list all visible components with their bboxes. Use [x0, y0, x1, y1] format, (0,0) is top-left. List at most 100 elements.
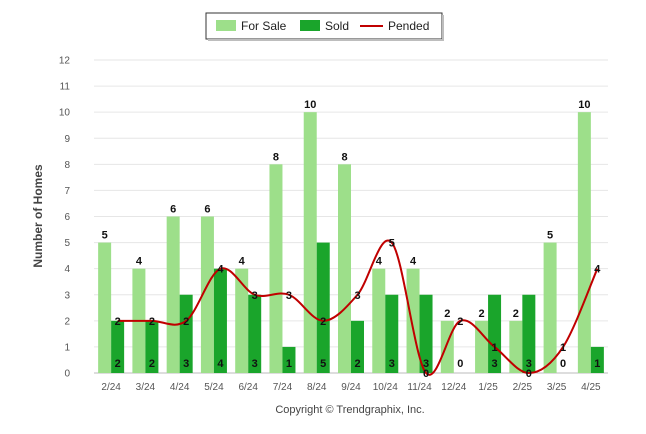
- bar-sold: [248, 294, 262, 373]
- data-label-for-sale: 2: [444, 308, 450, 320]
- data-label-sold: 3: [492, 358, 498, 370]
- data-label-pended: 5: [389, 238, 395, 250]
- data-label-sold: 0: [560, 358, 566, 370]
- y-tick-label: 6: [64, 212, 70, 223]
- data-label-pended: 4: [594, 264, 601, 276]
- bar-sold: [351, 320, 364, 373]
- bar-sold: [488, 294, 502, 373]
- data-label-for-sale: 4: [376, 256, 383, 268]
- data-label-pended: 0: [423, 368, 429, 380]
- bars: [98, 112, 604, 374]
- data-label-for-sale: 10: [304, 99, 316, 111]
- bar-sold: [419, 294, 433, 373]
- data-label-pended: 4: [217, 264, 224, 276]
- x-tick-label: 4/25: [581, 382, 601, 393]
- y-tick-label: 5: [64, 238, 70, 249]
- x-axis-ticks: 2/24 3/24 4/24 5/24 6/24 7/24 8/24 9/24 10/24 11/…: [101, 382, 601, 393]
- legend-label: Sold: [325, 19, 349, 33]
- data-label-sold: 5: [320, 358, 326, 370]
- data-label-pended: 1: [560, 342, 566, 354]
- bar-for-sale: [543, 242, 557, 373]
- data-label-sold: 3: [389, 358, 395, 370]
- data-label-sold: 1: [286, 358, 292, 370]
- bar-sold: [522, 294, 536, 373]
- data-label-for-sale: 8: [273, 151, 279, 163]
- y-tick-label: 7: [64, 186, 70, 197]
- bar-sold: [145, 320, 159, 373]
- y-axis-label: Number of Homes: [31, 164, 45, 268]
- bar-for-sale: [509, 320, 523, 373]
- data-label-pended: 2: [457, 316, 463, 328]
- data-label-for-sale: 2: [513, 308, 519, 320]
- legend-shadow: [442, 15, 444, 41]
- y-tick-label: 3: [64, 290, 70, 301]
- data-labels: 5224226326444338131052823435430202231230…: [102, 99, 602, 380]
- x-tick-label: 9/24: [341, 382, 361, 393]
- x-tick-label: 10/24: [373, 382, 398, 393]
- bar-for-sale: [338, 164, 351, 373]
- bar-sold: [385, 294, 399, 373]
- copyright-credit: Copyright © Trendgraphix, Inc.: [275, 404, 424, 416]
- y-tick-label: 11: [60, 82, 71, 93]
- legend-label: For Sale: [241, 19, 287, 33]
- data-label-sold: 0: [457, 358, 463, 370]
- bar-sold: [316, 242, 330, 373]
- y-tick-label: 10: [59, 108, 71, 119]
- y-tick-label: 8: [64, 160, 70, 171]
- data-label-pended: 3: [354, 290, 360, 302]
- data-label-for-sale: 2: [479, 308, 485, 320]
- x-tick-label: 8/24: [307, 382, 327, 393]
- x-tick-label: 6/24: [238, 382, 258, 393]
- x-tick-label: 12/24: [441, 382, 466, 393]
- data-label-sold: 3: [252, 358, 258, 370]
- legend-swatch: [216, 20, 236, 31]
- legend-shadow: [208, 39, 444, 41]
- bar-for-sale: [235, 268, 249, 373]
- data-label-pended: 2: [183, 316, 189, 328]
- data-label-for-sale: 4: [239, 256, 246, 268]
- bar-for-sale: [577, 112, 591, 374]
- y-tick-label: 12: [59, 56, 71, 67]
- bar-for-sale: [303, 112, 317, 374]
- data-label-sold: 2: [149, 358, 155, 370]
- data-label-for-sale: 6: [204, 204, 210, 216]
- legend: For Sale Sold Pended: [205, 12, 444, 41]
- bar-for-sale: [440, 320, 454, 373]
- bar-for-sale: [372, 268, 386, 373]
- x-tick-label: 2/24: [101, 382, 121, 393]
- data-label-pended: 2: [115, 316, 121, 328]
- y-tick-label: 2: [64, 316, 70, 327]
- data-label-pended: 0: [526, 368, 532, 380]
- bar-for-sale: [475, 320, 489, 373]
- bar-for-sale: [166, 216, 180, 373]
- x-tick-label: 2/25: [513, 382, 533, 393]
- legend-label: Pended: [388, 19, 429, 33]
- data-label-pended: 2: [320, 316, 326, 328]
- y-tick-label: 0: [64, 369, 70, 380]
- data-label-sold: 3: [183, 358, 189, 370]
- legend-box: [205, 12, 443, 40]
- data-label-for-sale: 4: [136, 256, 143, 268]
- legend-swatch: [300, 20, 320, 31]
- x-tick-label: 3/25: [547, 382, 567, 393]
- bar-sold: [282, 346, 296, 373]
- data-label-sold: 2: [115, 358, 121, 370]
- data-label-pended: 1: [492, 342, 498, 354]
- data-label-for-sale: 5: [547, 230, 553, 242]
- bar-for-sale: [98, 242, 112, 373]
- data-label-sold: 4: [217, 358, 224, 370]
- x-tick-label: 5/24: [204, 382, 224, 393]
- y-tick-label: 4: [64, 264, 70, 275]
- bar-for-sale: [269, 164, 283, 373]
- data-label-sold: 2: [354, 358, 360, 370]
- bar-sold: [213, 268, 227, 373]
- bar-for-sale: [200, 216, 214, 373]
- bar-for-sale: [406, 268, 420, 373]
- x-tick-label: 11/24: [407, 382, 432, 393]
- data-label-pended: 2: [149, 316, 155, 328]
- pended-line-path: [117, 239, 599, 376]
- data-label-for-sale: 4: [410, 256, 417, 268]
- data-label-pended: 3: [252, 290, 258, 302]
